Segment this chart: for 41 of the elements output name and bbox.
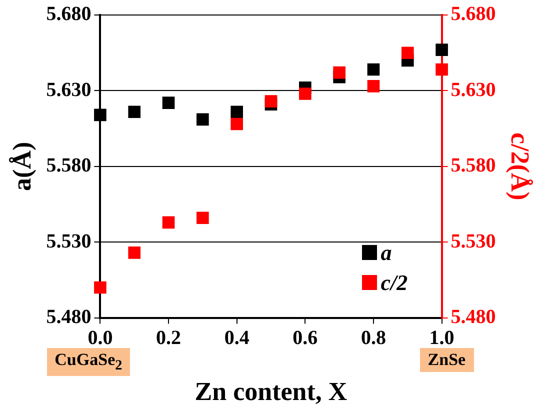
point bbox=[196, 113, 209, 126]
point bbox=[94, 108, 106, 122]
point bbox=[333, 66, 346, 79]
y2-tick-label: 5.630 bbox=[450, 78, 496, 101]
y-tick-label: 5.580 bbox=[46, 154, 92, 177]
point bbox=[162, 96, 175, 109]
y-tick-label: 5.630 bbox=[46, 78, 92, 101]
x-tick-label: 0.6 bbox=[292, 326, 318, 349]
point bbox=[128, 246, 141, 259]
text: CuGaSe$_{2}$ bbox=[46, 348, 130, 376]
y-tick-label: 5.480 bbox=[46, 306, 92, 328]
point bbox=[436, 44, 448, 56]
y2-tick-label: 5.530 bbox=[450, 230, 496, 252]
point bbox=[230, 106, 243, 118]
x-tick-label: 0.2 bbox=[156, 326, 182, 349]
x-axis-title: Zn content, X bbox=[194, 377, 348, 406]
x-tick-label: 0.4 bbox=[224, 326, 250, 349]
point bbox=[94, 281, 106, 294]
point bbox=[401, 46, 414, 60]
y-tick-label: 5.680 bbox=[46, 3, 92, 26]
point bbox=[367, 80, 380, 92]
point bbox=[162, 216, 175, 229]
x-tick-label: 1.0 bbox=[429, 326, 454, 349]
point bbox=[436, 63, 448, 76]
y2-tick-label: 5.480 bbox=[450, 306, 496, 328]
point bbox=[299, 88, 312, 100]
point bbox=[264, 95, 278, 108]
y-tick-label: 5.530 bbox=[46, 230, 92, 252]
y2-tick-label: 5.580 bbox=[450, 154, 496, 177]
text: ZnSe bbox=[420, 348, 474, 372]
point bbox=[128, 106, 141, 118]
point bbox=[196, 212, 209, 224]
x-tick-label: 0.0 bbox=[88, 326, 113, 349]
legend-label: c/2 bbox=[380, 270, 408, 296]
legend-label: a bbox=[380, 240, 392, 266]
x-tick-label: 0.8 bbox=[360, 326, 386, 349]
y-axis-title: a(Å) bbox=[7, 142, 36, 191]
y2-tick-label: 5.680 bbox=[450, 3, 496, 26]
point bbox=[367, 63, 380, 76]
y2-axis-title: c/2(Å) bbox=[506, 132, 535, 200]
point bbox=[230, 118, 243, 130]
